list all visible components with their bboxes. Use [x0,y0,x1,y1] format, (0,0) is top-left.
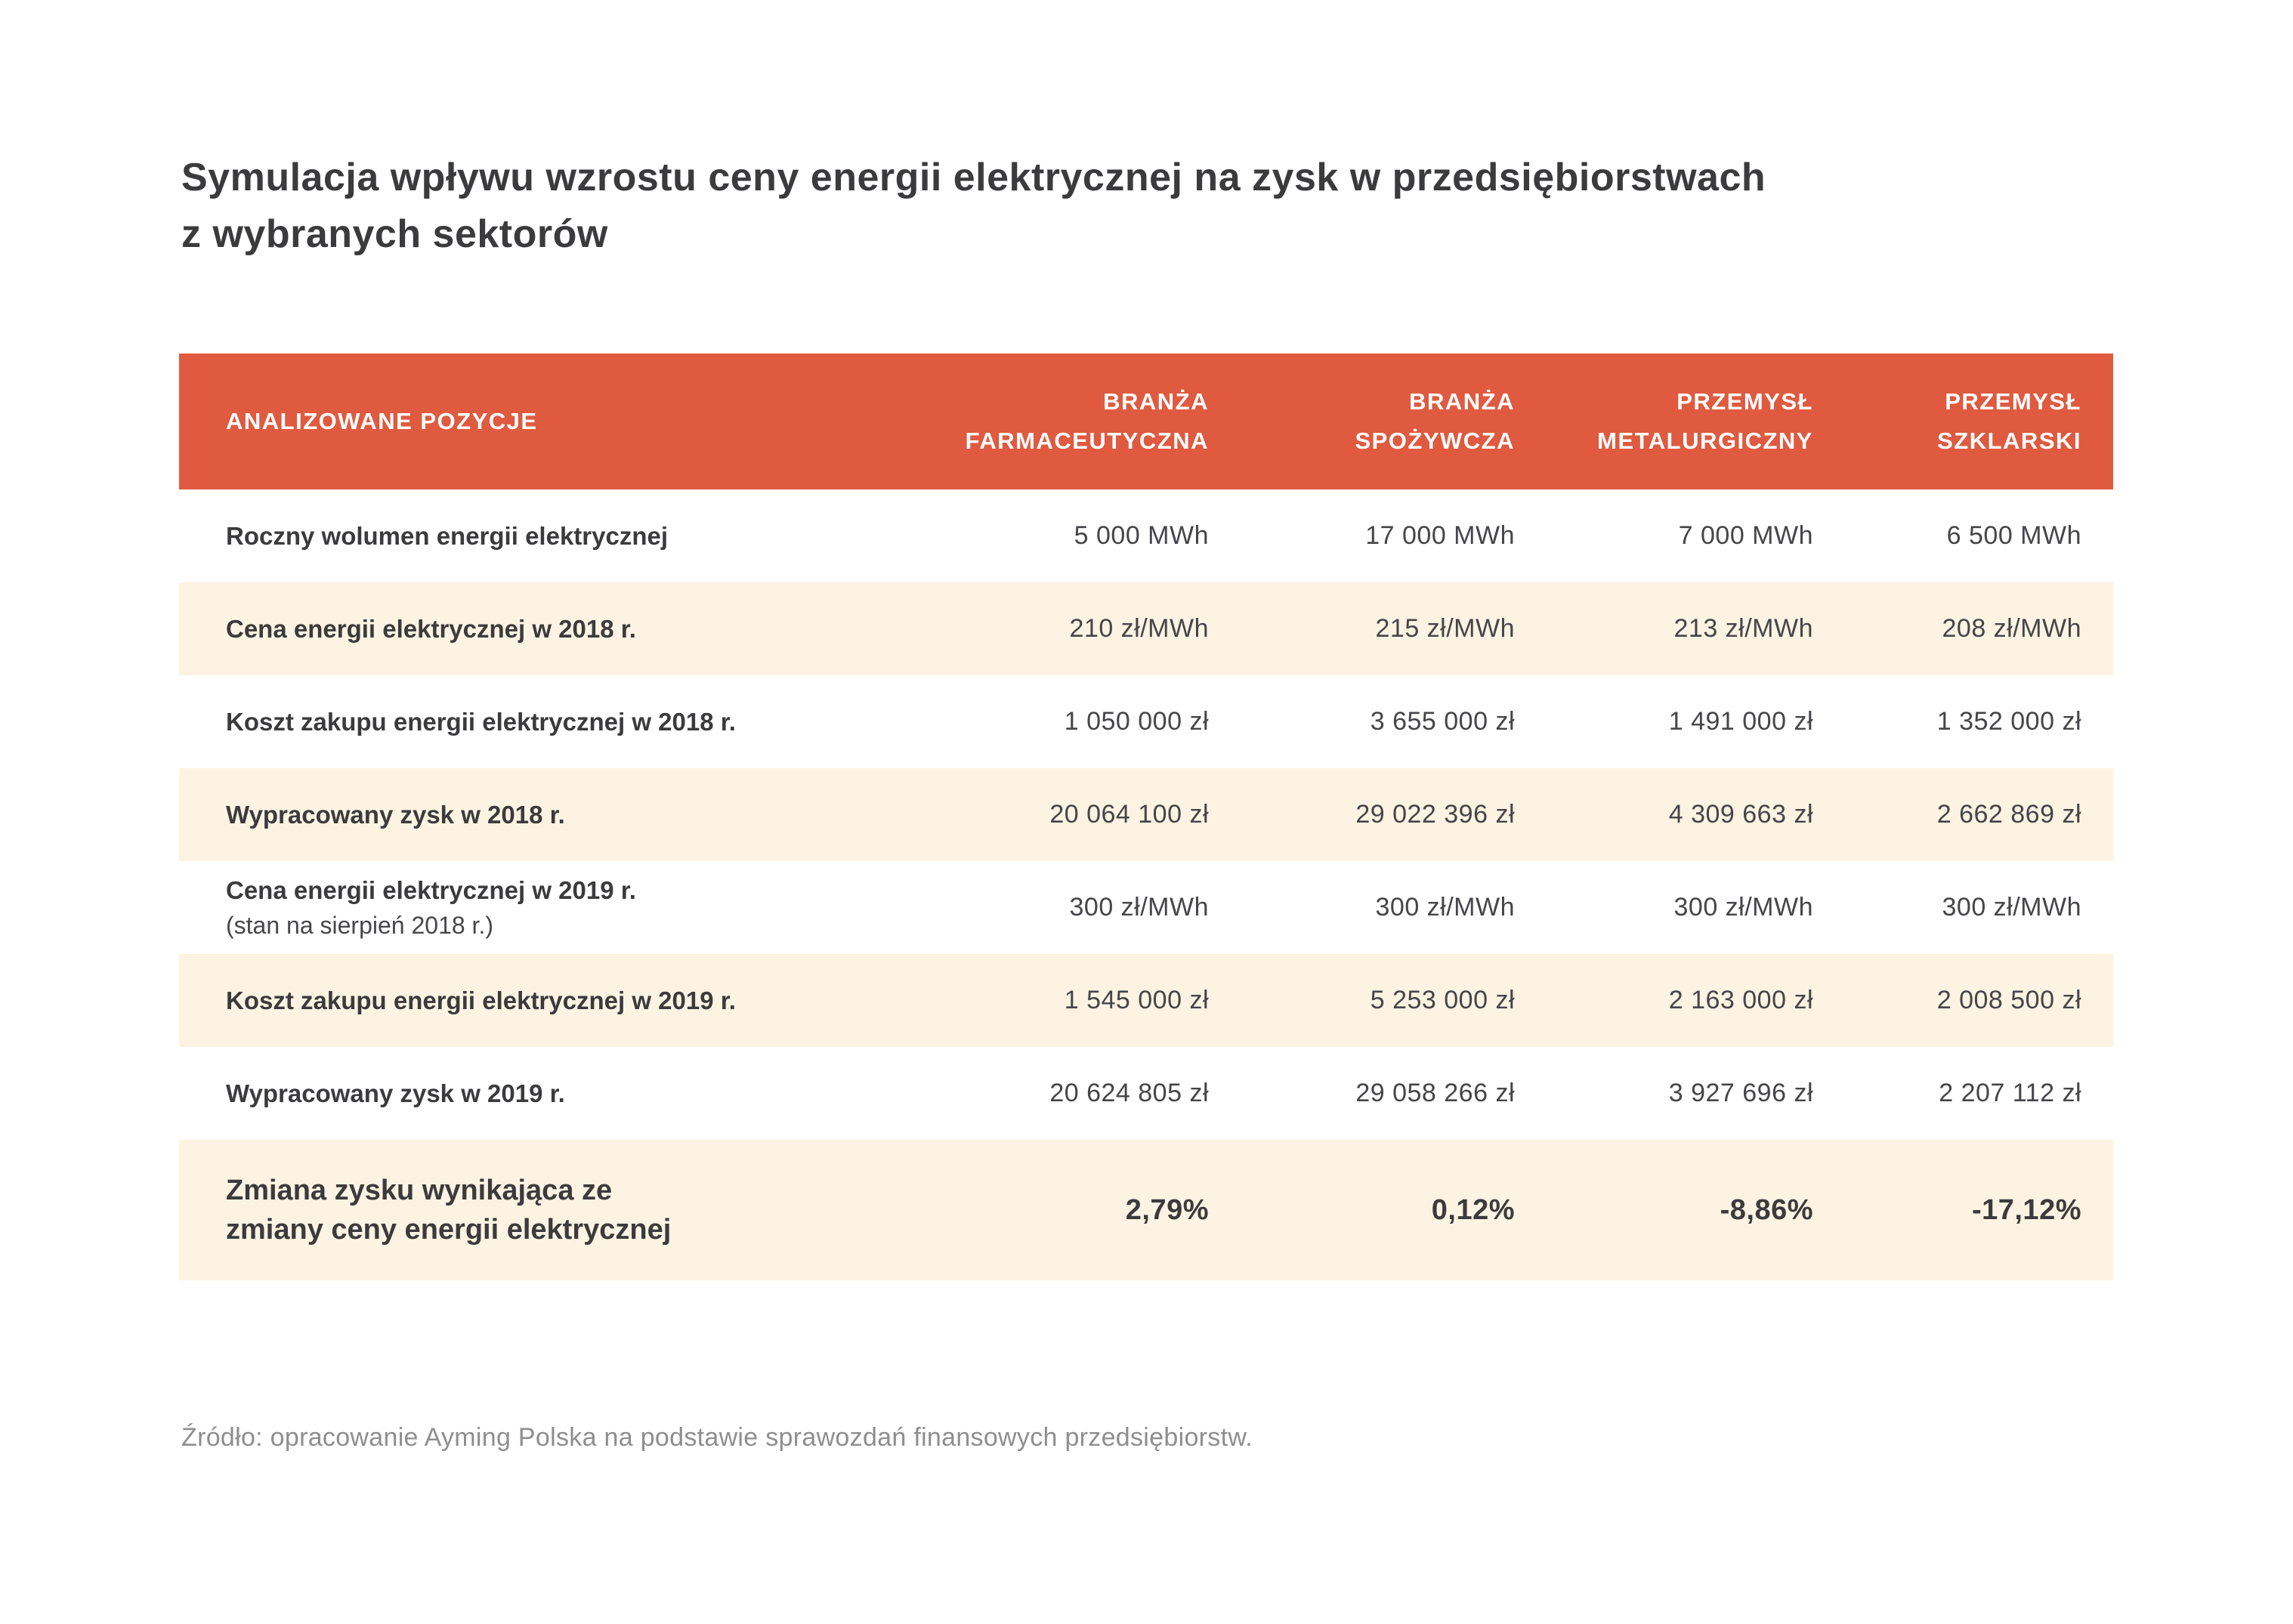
table-row-cost-2018: Koszt zakupu energii elektrycznej w 2018… [179,675,2113,768]
row-label: Koszt zakupu energii elektrycznej w 2018… [226,707,736,736]
table-row-cost-2019: Koszt zakupu energii elektrycznej w 2019… [179,954,2113,1047]
value-cell: 2 207 112 zł [1939,1079,2081,1107]
value-cell: 0,12% [1431,1193,1515,1226]
row-label-main: Cena energii elektrycznej w 2019 r. [226,875,636,904]
value-cell: 20 624 805 zł [1049,1079,1209,1107]
column-header-food: BRANŻA SPOŻYWCZA [1209,354,1515,489]
row-label: Cena energii elektrycznej w 2019 r. (sta… [179,861,897,954]
value-cell: 29 022 396 zł [1355,800,1515,829]
value-cell: 208 zł/MWh [1942,614,2081,643]
value-cell: 2,79% [1125,1193,1209,1226]
value-cell: 1 545 000 zł [1064,986,1209,1014]
source-note: Źródło: opracowanie Ayming Polska na pod… [181,1423,1253,1452]
table-row-price-2018: Cena energii elektrycznej w 2018 r. 210 … [179,582,2113,675]
value-cell: 2 008 500 zł [1936,986,2081,1014]
table-row-volume: Roczny wolumen energii elektrycznej 5 00… [179,489,2113,582]
value-cell: 4 309 663 zł [1668,800,1813,829]
column-header-pharma: BRANŻA FARMACEUTYCZNA [897,354,1209,489]
row-label: Koszt zakupu energii elektrycznej w 2019… [226,986,736,1014]
value-cell: -8,86% [1720,1193,1813,1226]
row-label: Zmiana zysku wynikająca ze zmiany ceny e… [226,1175,672,1246]
table-row-price-2019: Cena energii elektrycznej w 2019 r. (sta… [179,861,2113,954]
value-cell: 6 500 MWh [1946,521,2081,550]
value-cell: 2 163 000 zł [1668,986,1813,1014]
value-cell: 29 058 266 zł [1355,1079,1515,1107]
value-cell: 300 zł/MWh [1673,893,1813,922]
value-cell: 1 050 000 zł [1064,707,1209,736]
value-cell: 3 927 696 zł [1668,1079,1813,1107]
value-cell: 300 zł/MWh [1942,893,2081,922]
value-cell: 20 064 100 zł [1049,800,1209,829]
value-cell: 210 zł/MWh [1069,614,1209,643]
column-header-metallurgy: PRZEMYSŁ METALURGICZNY [1515,354,1813,489]
simulation-table-container: ANALIZOWANE POZYCJE BRANŻA FARMACEUTYCZN… [179,354,2113,1280]
row-label: Cena energii elektrycznej w 2018 r. [226,614,636,643]
column-header-glass: PRZEMYSŁ SZKLARSKI [1813,354,2113,489]
value-cell: 1 491 000 zł [1668,707,1813,736]
value-cell: 300 zł/MWh [1069,893,1209,922]
value-cell: 300 zł/MWh [1375,893,1515,922]
simulation-table: ANALIZOWANE POZYCJE BRANŻA FARMACEUTYCZN… [179,354,2113,1280]
value-cell: 2 662 869 zł [1936,800,2081,829]
page-title: Symulacja wpływu wzrostu ceny energii el… [181,156,1766,256]
value-cell: 215 zł/MWh [1375,614,1515,643]
row-label: Wypracowany zysk w 2019 r. [226,1079,565,1107]
value-cell: 213 zł/MWh [1673,614,1813,643]
table-header: ANALIZOWANE POZYCJE BRANŻA FARMACEUTYCZN… [179,354,2113,489]
value-cell: 5 253 000 zł [1370,986,1515,1014]
table-body: Roczny wolumen energii elektrycznej 5 00… [179,489,2113,1280]
table-row-profit-2019: Wypracowany zysk w 2019 r. 20 624 805 zł… [179,1047,2113,1140]
value-cell: 5 000 MWh [1074,521,1209,550]
value-cell: 3 655 000 zł [1370,707,1515,736]
value-cell: -17,12% [1971,1193,2081,1226]
value-cell: 1 352 000 zł [1936,707,2081,736]
value-cell: 7 000 MWh [1678,521,1813,550]
row-label: Roczny wolumen energii elektrycznej [226,521,669,550]
table-row-profit-change: Zmiana zysku wynikająca ze zmiany ceny e… [179,1140,2113,1280]
value-cell: 17 000 MWh [1365,521,1515,550]
header-row: ANALIZOWANE POZYCJE BRANŻA FARMACEUTYCZN… [179,354,2113,489]
table-row-profit-2018: Wypracowany zysk w 2018 r. 20 064 100 zł… [179,768,2113,861]
column-header-analyzed-items: ANALIZOWANE POZYCJE [179,354,897,489]
row-label-sub: (stan na sierpień 2018 r.) [226,911,493,939]
row-label: Wypracowany zysk w 2018 r. [226,800,565,829]
